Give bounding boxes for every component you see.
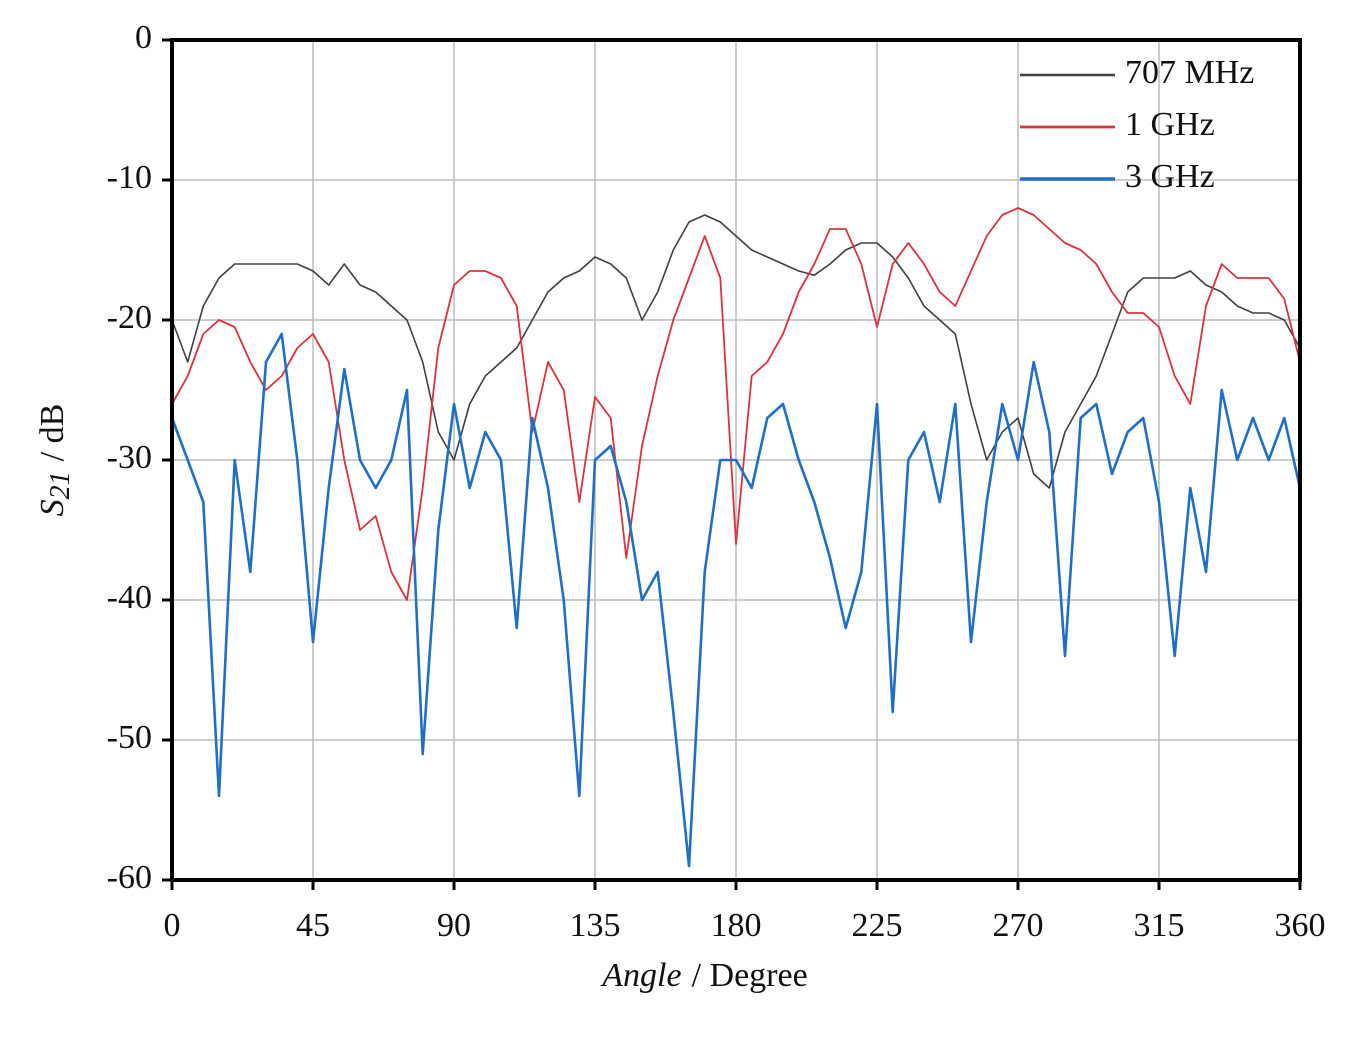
series-line: [171, 214, 1301, 489]
legend-label: 1 GHz: [1125, 106, 1215, 143]
y-tick-label: 0: [135, 19, 152, 56]
x-tick-label: 270: [993, 907, 1044, 944]
legend-label: 3 GHz: [1125, 158, 1215, 195]
y-tick-label: -50: [107, 719, 152, 756]
x-label-quantity: Angle: [600, 957, 681, 994]
series-line: [171, 207, 1301, 601]
y-tick-label: -10: [107, 159, 152, 196]
y-tick-label: -30: [107, 439, 152, 476]
y-label-subscript: 21: [45, 471, 76, 499]
y-tick-label: -40: [107, 579, 152, 616]
legend-label: 707 MHz: [1125, 54, 1254, 91]
x-tick-label: 135: [570, 907, 621, 944]
x-tick-label: 360: [1275, 907, 1326, 944]
x-tick-label: 90: [437, 907, 471, 944]
y-axis-label: S21 / dB: [34, 404, 77, 517]
y-tick-label: -20: [107, 299, 152, 336]
x-tick-label: 315: [1134, 907, 1185, 944]
x-tick-label: 0: [164, 907, 181, 944]
x-label-unit: / Degree: [692, 957, 808, 994]
series-line: [170, 332, 1302, 868]
x-tick-label: 180: [711, 907, 762, 944]
y-tick-label: -60: [107, 859, 152, 896]
x-tick-label: 225: [852, 907, 903, 944]
y-label-unit: / dB: [34, 404, 71, 462]
plot-frame: [170, 38, 1302, 882]
x-tick-label: 45: [296, 907, 330, 944]
y-label-symbol: S: [34, 499, 71, 516]
x-axis-label: Angle / Degree: [600, 957, 807, 994]
